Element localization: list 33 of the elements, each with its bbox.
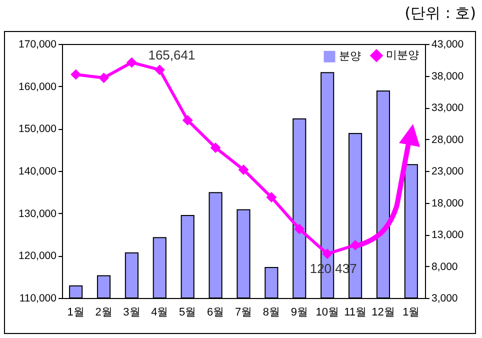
y-tick-label: 120,000 xyxy=(18,250,57,262)
x-tick-label: 1월 xyxy=(402,306,420,318)
y-tick-label: 140,000 xyxy=(18,166,57,178)
x-tick-label: 6월 xyxy=(206,306,224,318)
x-tick-label: 5월 xyxy=(179,306,196,318)
x-tick-label: 10월 xyxy=(316,306,339,318)
x-tick-label: 7월 xyxy=(234,306,252,318)
text: (단위 : 호) xyxy=(404,4,476,23)
y-tick-label: 170,000 xyxy=(18,38,57,50)
legend-label: 분양 xyxy=(339,50,361,63)
y2-tick-label: 8,000 xyxy=(432,260,458,273)
y2-tick-label: 18,000 xyxy=(432,197,464,210)
y-tick-label: 130,000 xyxy=(18,208,57,220)
x-tick-label: 2월 xyxy=(95,306,112,318)
x-tick-label: 9월 xyxy=(290,306,308,318)
y-tick-label: 150,000 xyxy=(18,123,57,136)
y2-tick-label: 23,000 xyxy=(432,166,464,178)
x-tick-label: 1월 xyxy=(67,306,84,318)
y-tick-label: 110,000 xyxy=(19,292,57,304)
y2-tick-label: 13,000 xyxy=(432,229,464,241)
y-tick-label: 160,000 xyxy=(18,80,57,93)
y2-tick-label: 28,000 xyxy=(432,134,464,146)
legend-label: 미분양 xyxy=(386,50,419,62)
x-tick-label: 12월 xyxy=(372,306,395,318)
x-tick-label: 8월 xyxy=(262,306,280,318)
y2-tick-label: 3,000 xyxy=(432,292,458,304)
y2-tick-label: 43,000 xyxy=(432,38,464,50)
annotation: 165,641 xyxy=(148,47,196,62)
x-tick-label: 4월 xyxy=(151,306,168,318)
y2-tick-label: 33,000 xyxy=(432,102,464,114)
y2-tick-label: 38,000 xyxy=(432,70,464,82)
x-tick-label: 3월 xyxy=(123,306,140,318)
x-tick-label: 11월 xyxy=(344,306,366,318)
